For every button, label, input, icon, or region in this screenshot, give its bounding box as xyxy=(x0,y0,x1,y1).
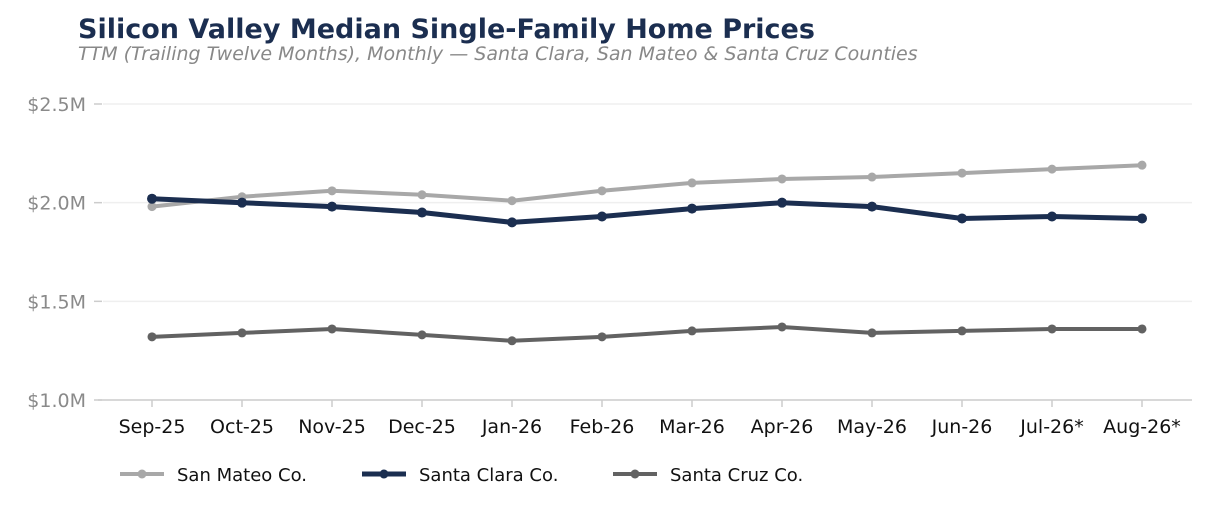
data-point xyxy=(237,328,247,338)
data-point xyxy=(1137,324,1147,334)
data-point xyxy=(507,217,517,228)
legend-label: Santa Cruz Co. xyxy=(670,465,803,486)
data-point xyxy=(597,332,607,342)
chart-title: Silicon Valley Median Single-Family Home… xyxy=(78,14,815,45)
data-point xyxy=(327,324,337,334)
legend-marker xyxy=(137,469,147,479)
series-line-santa-cruz-co xyxy=(150,325,1144,343)
data-point xyxy=(1047,211,1057,222)
data-point xyxy=(147,202,157,212)
data-point xyxy=(687,203,697,214)
x-tick-label: Nov-25 xyxy=(298,416,366,438)
data-point xyxy=(597,186,607,196)
y-tick-label: $2.0M xyxy=(27,193,86,215)
x-tick-label: Aug-26* xyxy=(1103,416,1181,438)
x-tick-label: Apr-26 xyxy=(751,416,814,438)
x-tick-label: Feb-26 xyxy=(570,416,635,438)
series-layer xyxy=(147,160,1147,346)
x-tick-label: Jul-26* xyxy=(1019,416,1083,438)
data-point xyxy=(687,326,697,336)
data-point xyxy=(957,168,967,178)
series-line-san-mateo-co xyxy=(150,163,1144,209)
data-point xyxy=(1137,213,1147,224)
legend-marker xyxy=(630,469,640,479)
data-point xyxy=(867,201,877,212)
x-tick-label: Oct-25 xyxy=(210,416,274,438)
data-point xyxy=(327,201,337,212)
data-point xyxy=(507,336,517,346)
y-tick-label: $1.5M xyxy=(27,291,86,313)
data-point xyxy=(417,330,427,340)
axis-layer: $1.0M $1.5M $2.0M $2.5M Sep-25 Oct-25 Nov-25 De… xyxy=(27,94,1192,438)
data-point xyxy=(777,322,787,332)
data-point xyxy=(777,197,787,208)
data-point xyxy=(1137,160,1147,170)
x-tick-label: Dec-25 xyxy=(388,416,456,438)
data-point xyxy=(867,172,877,182)
data-point xyxy=(867,328,877,338)
data-point xyxy=(957,213,967,224)
x-tick-label: Jan-26 xyxy=(481,416,542,438)
data-point xyxy=(687,178,697,188)
data-point xyxy=(957,326,967,336)
data-point xyxy=(1047,164,1057,174)
data-point xyxy=(147,332,157,342)
y-tick-label: $2.5M xyxy=(27,94,86,116)
data-point xyxy=(147,193,157,204)
series-line-santa-clara-co xyxy=(149,196,1145,225)
x-tick-label: Mar-26 xyxy=(659,416,725,438)
legend-marker xyxy=(379,469,389,479)
data-point xyxy=(417,207,427,218)
chart-subtitle: TTM (Trailing Twelve Months), Monthly — … xyxy=(78,43,918,65)
data-point xyxy=(597,211,607,222)
legend-label: Santa Clara Co. xyxy=(419,465,558,486)
x-tick-label: May-26 xyxy=(837,416,907,438)
data-point xyxy=(237,197,247,208)
x-tick-label: Jun-26 xyxy=(931,416,993,438)
data-point xyxy=(417,190,427,200)
legend: San Mateo Co. Santa Clara Co. Santa Cruz C… xyxy=(120,465,803,486)
legend-label: San Mateo Co. xyxy=(177,465,307,486)
x-tick-label: Sep-25 xyxy=(119,416,186,438)
data-point xyxy=(1047,324,1057,334)
y-tick-label: $1.0M xyxy=(27,390,86,412)
data-point xyxy=(507,196,517,206)
data-point xyxy=(777,174,787,184)
data-point xyxy=(327,186,337,196)
